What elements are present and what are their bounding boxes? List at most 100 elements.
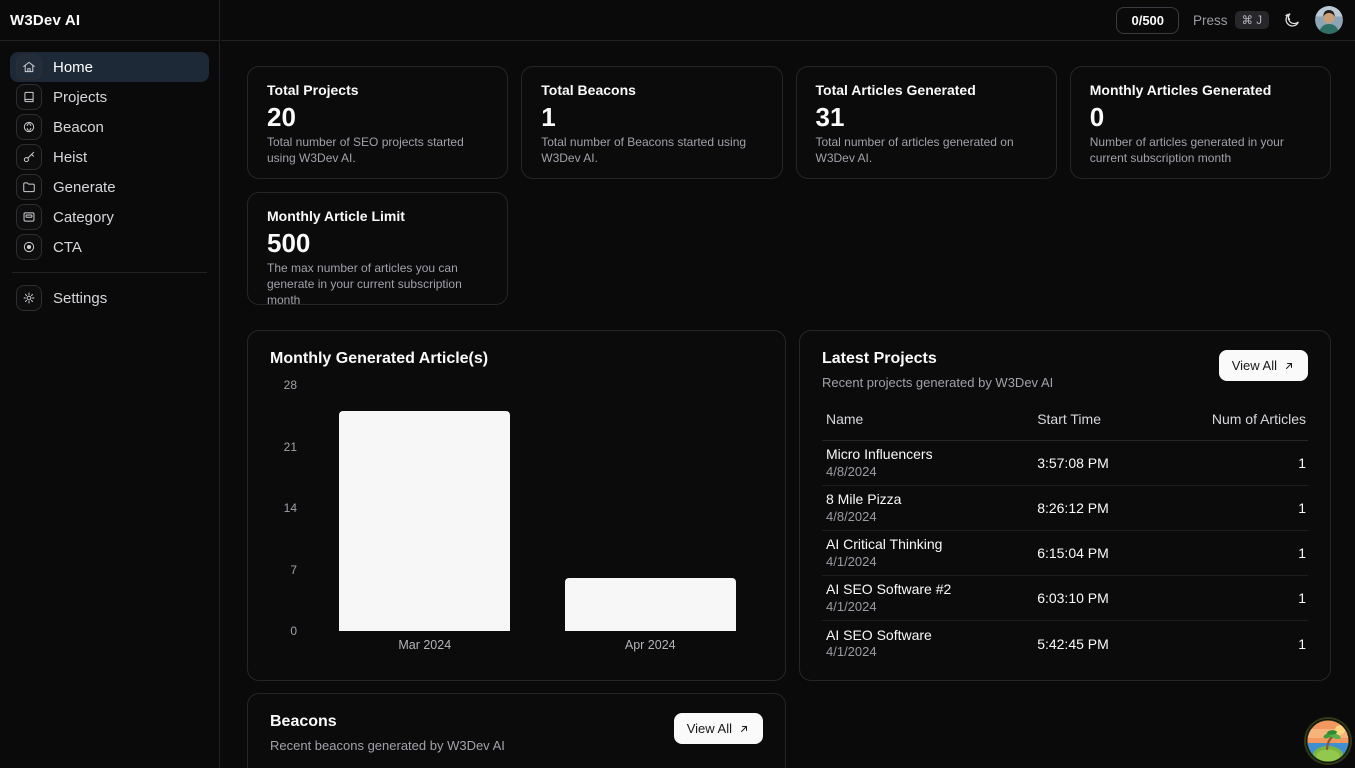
project-article-count: 1 xyxy=(1298,455,1306,471)
arrow-up-right-icon xyxy=(1286,362,1292,369)
view-all-label: View All xyxy=(1231,358,1277,373)
chart-bar xyxy=(564,578,736,631)
chart-y-tick: 21 xyxy=(283,439,297,454)
user-avatar[interactable] xyxy=(1315,6,1343,34)
project-name: AI SEO Software xyxy=(826,626,932,643)
sidebar-item-label: Generate xyxy=(53,178,116,196)
sidebar-divider xyxy=(12,272,207,273)
project-start-time: 5:42:45 PM xyxy=(1037,635,1109,652)
sidebar-item-heist[interactable]: Heist xyxy=(10,142,209,172)
chart-y-tick: 28 xyxy=(283,378,297,392)
beacons-subtitle: Recent beacons generated by W3Dev AI xyxy=(270,738,505,753)
stat-card-monthly-articles: Monthly Articles Generated 0 Number of a… xyxy=(1069,66,1331,179)
dark-mode-toggle[interactable] xyxy=(1283,11,1301,29)
stat-card-total-beacons: Total Beacons 1 Total number of Beacons … xyxy=(521,66,783,179)
app-logo: W3Dev AI xyxy=(0,0,219,41)
home-icon xyxy=(16,54,42,80)
stat-title: Monthly Articles Generated xyxy=(1089,82,1272,98)
project-date: 4/1/2024 xyxy=(826,644,877,660)
stat-description: Total number of Beacons started using W3… xyxy=(541,134,747,165)
stat-value: 31 xyxy=(815,102,845,132)
project-name: 8 Mile Pizza xyxy=(826,491,902,508)
stats-row-2: Monthly Article Limit 500 The max number… xyxy=(247,192,1331,307)
stat-title: Monthly Article Limit xyxy=(267,208,405,224)
monthly-articles-chart-card: Monthly Generated Article(s) 0 7 14 21 28 Ma… xyxy=(247,330,786,681)
table-row[interactable]: AI SEO Software #2 4/1/2024 6:03:10 PM 1 xyxy=(822,576,1308,621)
latest-projects-card: Latest Projects Recent projects generate… xyxy=(799,330,1331,681)
heist-icon xyxy=(16,144,42,170)
stat-card-monthly-limit: Monthly Article Limit 500 The max number… xyxy=(247,192,509,307)
bottom-row: Beacons Recent beacons generated by W3De… xyxy=(247,693,1331,768)
chart-bar-band xyxy=(312,385,538,631)
project-name: Micro Influencers xyxy=(826,446,933,463)
project-start-time: 8:26:12 PM xyxy=(1037,500,1109,516)
generate-icon xyxy=(16,174,42,200)
stat-card-total-projects: Total Projects 20 Total number of SEO pr… xyxy=(247,66,509,179)
project-article-count: 1 xyxy=(1298,500,1306,516)
stats-row-1: Total Projects 20 Total number of SEO pr… xyxy=(247,66,1331,179)
stat-description: Total number of SEO projects started usi… xyxy=(267,134,464,165)
sidebar-item-cta[interactable]: CTA xyxy=(10,232,209,262)
tropical-island-icon xyxy=(1306,719,1350,763)
sidebar-item-category[interactable]: Category xyxy=(10,202,209,232)
sidebar-item-beacon[interactable]: Beacon xyxy=(10,112,209,142)
sidebar-item-projects[interactable]: Projects xyxy=(10,82,209,112)
sidebar-item-settings[interactable]: Settings xyxy=(10,283,209,313)
project-article-count: 1 xyxy=(1298,635,1306,652)
projects-table: Name Start Time Num of Articles Micro In… xyxy=(822,411,1308,666)
chart-bar xyxy=(339,411,511,631)
sidebar-item-generate[interactable]: Generate xyxy=(10,172,209,202)
stat-title: Total Articles Generated xyxy=(815,82,976,98)
chart-y-tick: 14 xyxy=(283,501,297,515)
sidebar-item-label: Beacon xyxy=(53,118,104,136)
press-label: Press xyxy=(1193,12,1228,28)
project-date: 4/8/2024 xyxy=(826,463,877,479)
view-all-label: View All xyxy=(686,721,732,736)
moon-icon xyxy=(1285,13,1299,27)
project-start-time: 6:03:10 PM xyxy=(1037,590,1109,606)
projects-icon xyxy=(16,84,42,110)
bar-chart: 0 7 14 21 28 xyxy=(270,378,764,638)
sidebar-item-home[interactable]: Home xyxy=(10,52,209,82)
stat-value: 0 xyxy=(1089,102,1105,132)
stat-value: 20 xyxy=(267,102,296,132)
projects-table-header: Name Start Time Num of Articles xyxy=(822,411,1308,441)
credits-counter[interactable]: 0/500 xyxy=(1116,6,1180,34)
chart-bar-band xyxy=(538,385,764,631)
cta-icon xyxy=(16,234,42,260)
island-widget-button[interactable] xyxy=(1306,719,1350,763)
chart-x-label: Apr 2024 xyxy=(624,638,676,652)
shortcut-kbd: ⌘ J xyxy=(1234,11,1269,29)
stat-description: Number of articles generated in your cur… xyxy=(1089,134,1284,165)
project-name: AI SEO Software #2 xyxy=(826,581,952,598)
project-date: 4/1/2024 xyxy=(826,598,877,614)
table-row[interactable]: 8 Mile Pizza 4/8/2024 8:26:12 PM 1 xyxy=(822,486,1308,531)
sidebar: W3Dev AI Home Projects Beacon Heist xyxy=(0,0,220,768)
project-name: AI Critical Thinking xyxy=(826,536,943,553)
sidebar-item-label: Projects xyxy=(53,88,108,106)
chart-title: Monthly Generated Article(s) xyxy=(270,350,489,367)
table-row[interactable]: Micro Influencers 4/8/2024 3:57:08 PM 1 xyxy=(822,441,1308,486)
table-row[interactable]: AI Critical Thinking 4/1/2024 6:15:04 PM… xyxy=(822,531,1308,576)
latest-projects-title: Latest Projects xyxy=(822,350,937,367)
chart-x-axis: Mar 2024 Apr 2024 xyxy=(312,638,763,652)
project-date: 4/8/2024 xyxy=(826,508,877,524)
avatar-image xyxy=(1315,6,1343,34)
sidebar-item-label: CTA xyxy=(53,238,82,256)
view-all-projects-button[interactable]: View All xyxy=(1218,350,1308,381)
beacons-header: Beacons Recent beacons generated by W3De… xyxy=(270,713,763,753)
table-row[interactable]: AI SEO Software 4/1/2024 5:42:45 PM 1 xyxy=(822,621,1308,666)
view-all-beacons-button[interactable]: View All xyxy=(673,713,763,744)
main-content: Total Projects 20 Total number of SEO pr… xyxy=(221,41,1355,768)
latest-projects-header: Latest Projects Recent projects generate… xyxy=(822,350,1308,390)
chart-y-tick: 0 xyxy=(290,624,297,638)
column-header-start-time: Start Time xyxy=(1037,411,1101,427)
stat-card-total-articles: Total Articles Generated 31 Total number… xyxy=(795,66,1057,179)
sidebar-item-label: Category xyxy=(53,208,114,226)
gear-icon xyxy=(16,285,42,311)
stat-value: 1 xyxy=(541,102,556,132)
sidebar-item-label: Home xyxy=(53,58,94,76)
stat-value: 500 xyxy=(267,228,311,258)
sidebar-item-label: Settings xyxy=(53,289,108,307)
latest-projects-subtitle: Recent projects generated by W3Dev AI xyxy=(822,375,1054,390)
